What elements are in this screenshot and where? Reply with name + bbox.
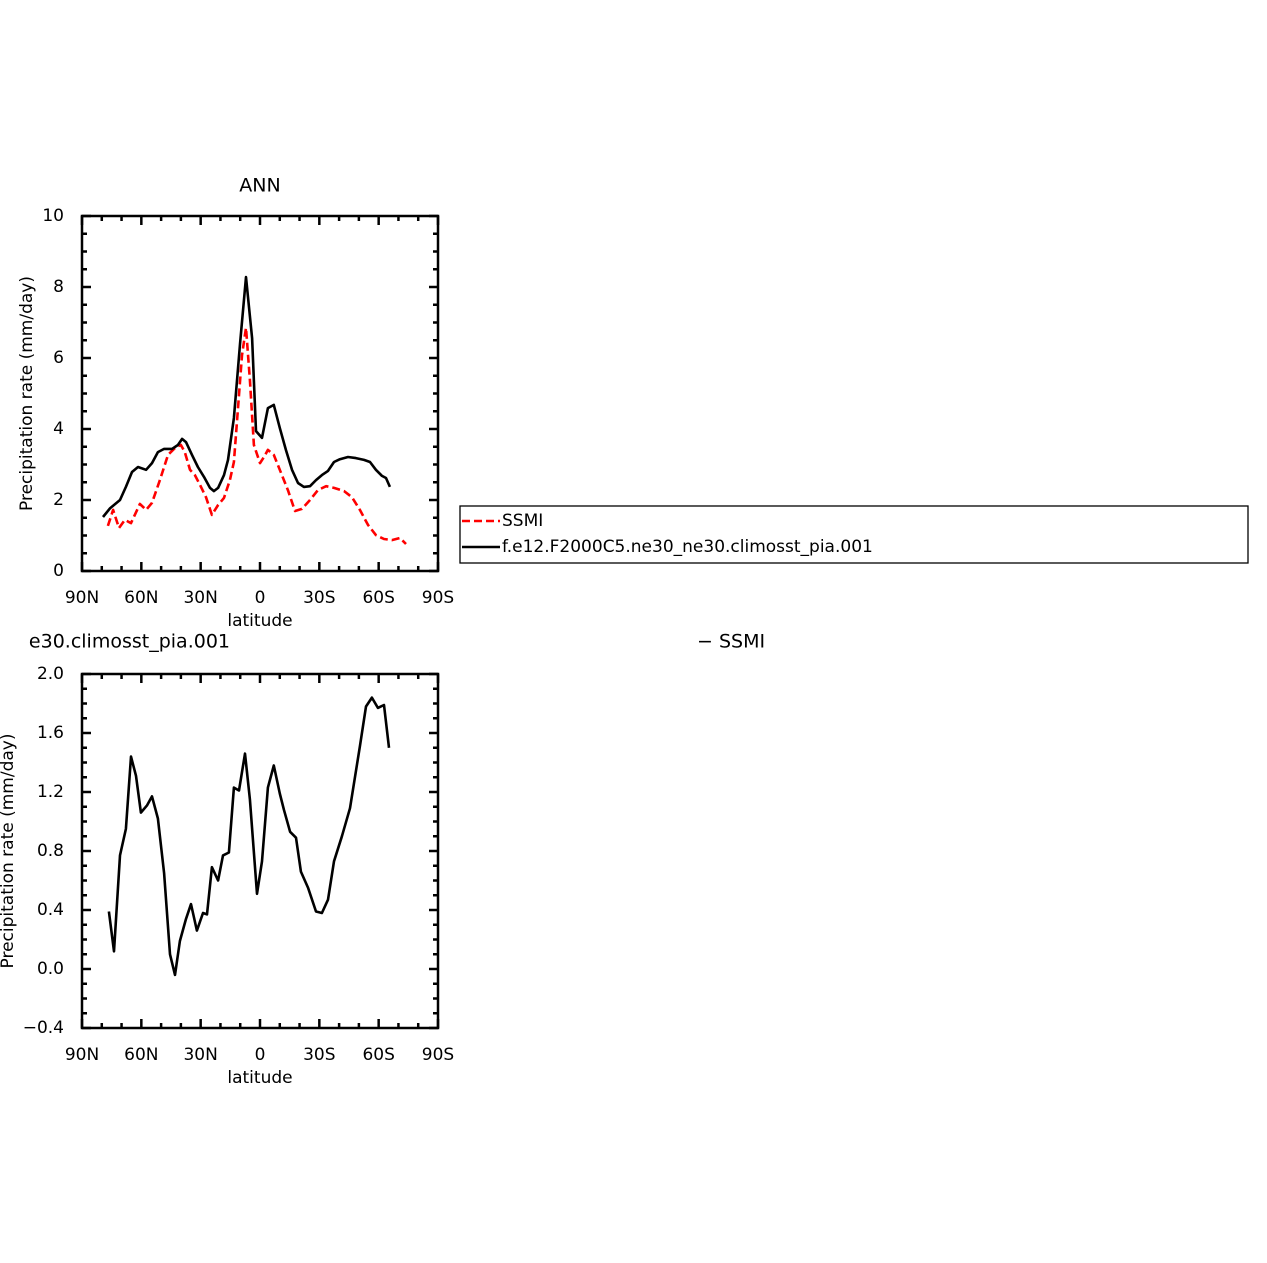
y-tick-label: 1.6	[37, 723, 64, 743]
y-tick-label: −0.4	[23, 1018, 64, 1038]
series-line	[106, 326, 407, 545]
x-tick-label: 60S	[362, 588, 394, 608]
x-axis-label: latitude	[227, 611, 292, 631]
y-axis-label: Precipitation rate (mm/day)	[0, 734, 18, 969]
y-tick-label: 10	[42, 206, 64, 226]
x-axis-label: latitude	[227, 1068, 292, 1088]
x-tick-label: 60N	[124, 588, 158, 608]
series-line	[107, 696, 391, 977]
y-tick-label: 1.2	[37, 782, 64, 802]
x-tick-label: 30S	[303, 1045, 335, 1065]
x-tick-label: 90S	[422, 1045, 454, 1065]
x-tick-label: 90S	[422, 588, 454, 608]
x-tick-label: 90N	[65, 1045, 99, 1065]
chart-title: ANN	[239, 175, 280, 197]
x-tick-label: 60S	[362, 1045, 394, 1065]
x-tick-label: 90N	[65, 588, 99, 608]
y-tick-label: 4	[53, 419, 64, 439]
x-tick-label: 60N	[124, 1045, 158, 1065]
chart-subtitle: − SSMI	[697, 631, 765, 653]
y-tick-label: 0.4	[37, 900, 64, 920]
x-tick-label: 30N	[183, 1045, 217, 1065]
legend-box	[459, 505, 1249, 564]
y-tick-label: 6	[53, 348, 64, 368]
y-axis-label: Precipitation rate (mm/day)	[17, 276, 37, 511]
x-tick-label: 30S	[303, 588, 335, 608]
y-tick-label: 2	[53, 490, 64, 510]
x-tick-label: 0	[255, 1045, 266, 1065]
series-line	[101, 275, 392, 518]
chart-title: e30.climosst_pia.001	[29, 631, 230, 653]
y-tick-label: 0.8	[37, 841, 64, 861]
y-tick-label: 0.0	[37, 959, 64, 979]
y-tick-label: 2.0	[37, 664, 64, 684]
legend-label: f.e12.F2000C5.ne30_ne30.climosst_pia.001	[502, 537, 873, 557]
y-tick-label: 0	[53, 561, 64, 581]
legend-label: SSMI	[502, 511, 543, 531]
y-tick-label: 8	[53, 277, 64, 297]
plot-frame	[80, 214, 440, 573]
x-tick-label: 30N	[183, 588, 217, 608]
plot-frame	[80, 672, 440, 1030]
x-tick-label: 0	[255, 588, 266, 608]
